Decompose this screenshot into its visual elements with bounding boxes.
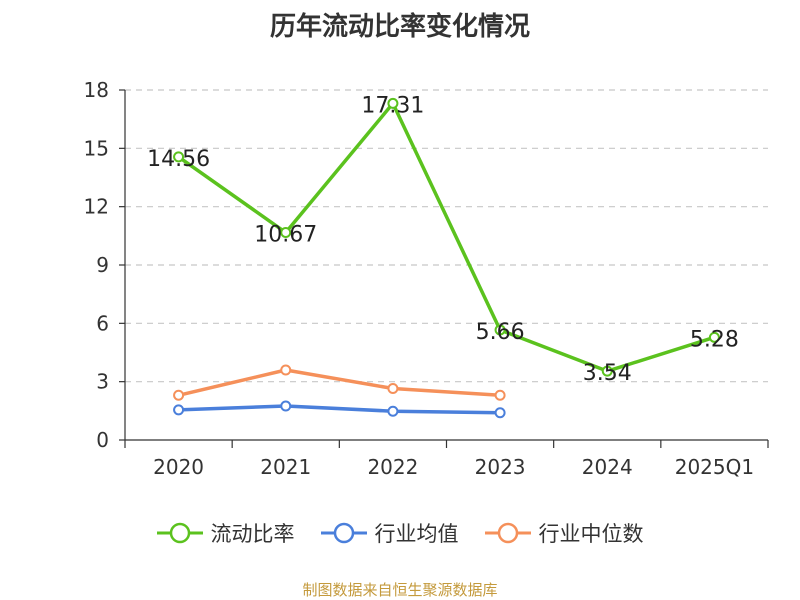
data-point [601, 365, 613, 377]
y-tick-label: 6 [96, 311, 109, 335]
axes: 0 3 6 9 12 15 18 2020 2021 2022 2023 2024 2025Q1 [84, 78, 769, 479]
legend-label-current-ratio: 流动比率 [210, 522, 295, 546]
x-tick-label: 2021 [260, 455, 311, 479]
data-point [173, 404, 185, 416]
data-point [708, 331, 720, 343]
data-point [387, 405, 399, 417]
data-point [494, 407, 506, 419]
data-point [387, 382, 399, 394]
data-label: 5.28 [690, 327, 739, 352]
data-labels: 14.56 10.67 17.31 5.66 3.54 5.28 [147, 93, 739, 386]
y-tick-label: 15 [84, 136, 109, 160]
data-point [494, 324, 506, 336]
legend-marker-current-ratio [156, 522, 203, 544]
data-point [387, 97, 399, 109]
x-tick-label: 2025Q1 [675, 455, 754, 479]
y-tick-label: 12 [84, 195, 109, 219]
legend: 流动比率 行业均值 行业中位数 [0, 518, 800, 548]
data-label: 3.54 [583, 361, 632, 386]
data-point [280, 364, 292, 376]
series-line-1 [177, 101, 715, 373]
data-label: 14.56 [147, 147, 210, 172]
data-label: 17.31 [361, 93, 424, 118]
data-label: 5.66 [476, 320, 525, 345]
legend-item-industry-median[interactable]: 行业中位数 [484, 518, 644, 548]
data-point [173, 151, 185, 163]
y-tick-label: 18 [84, 78, 109, 102]
legend-item-industry-avg[interactable]: 行业均值 [320, 518, 459, 548]
series-line-2 [178, 404, 501, 415]
legend-marker-industry-avg [320, 522, 367, 544]
data-label: 10.67 [254, 223, 317, 248]
data-point [280, 400, 292, 412]
data-point [494, 389, 506, 401]
x-tick-label: 2022 [367, 455, 418, 479]
y-tick-label: 9 [96, 253, 109, 277]
chart-title: 历年流动比率变化情况 [269, 12, 530, 42]
legend-item-current-ratio[interactable]: 流动比率 [156, 518, 295, 548]
legend-label-industry-avg: 行业均值 [374, 522, 459, 546]
x-tick-label: 2024 [582, 455, 633, 479]
legend-label-industry-median: 行业中位数 [538, 522, 644, 546]
x-tick-label: 2023 [475, 455, 526, 479]
series-lines [173, 97, 720, 419]
grid-lines [125, 89, 768, 383]
data-point [280, 227, 292, 239]
data-source-note: 制图数据来自恒生聚源数据库 [302, 581, 498, 599]
data-point [173, 389, 185, 401]
series-line-3 [178, 368, 501, 398]
legend-marker-industry-median [484, 522, 531, 544]
y-tick-label: 3 [96, 370, 109, 394]
y-tick-label: 0 [96, 428, 109, 452]
x-tick-label: 2020 [153, 455, 204, 479]
